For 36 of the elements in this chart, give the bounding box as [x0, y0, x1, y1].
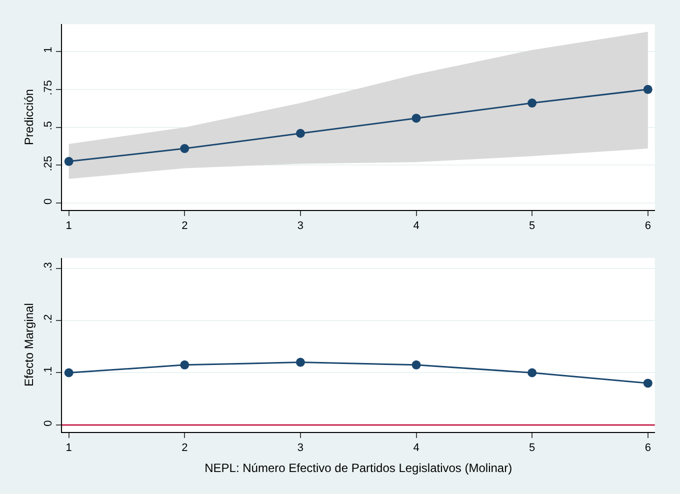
point	[180, 144, 190, 154]
y-tick-label: 0	[42, 420, 54, 426]
y-axis-title: Efecto Marginal	[22, 303, 36, 386]
y-tick-label: .1	[42, 366, 54, 376]
point	[643, 84, 652, 94]
x-tick-label: 5	[529, 220, 536, 232]
point	[412, 114, 421, 123]
x-tick-label: 1	[66, 220, 72, 232]
point	[64, 156, 74, 166]
x-tick-label: 4	[413, 442, 420, 454]
y-axis-title: Predicción	[22, 89, 36, 146]
x-tick-label: 3	[297, 442, 304, 454]
point	[412, 360, 421, 370]
x-tick-label: 2	[182, 220, 188, 232]
point	[180, 360, 190, 370]
point	[528, 368, 537, 378]
point	[296, 128, 305, 138]
x-axis-title: NEPL: Número Efectivo de Partidos Legislativos (Molinar)	[204, 460, 512, 475]
x-tick-label: 2	[182, 442, 188, 454]
y-tick-label: .25	[42, 156, 54, 172]
y-tick-label: 0	[42, 198, 54, 205]
point	[643, 378, 652, 388]
point	[296, 358, 305, 367]
x-tick-label: 1	[66, 442, 72, 454]
point	[64, 368, 74, 378]
y-tick-label: .5	[42, 121, 54, 130]
point	[528, 98, 537, 108]
y-tick-label: .75	[42, 80, 54, 96]
x-tick-label: 5	[529, 442, 536, 454]
x-tick-label: 6	[644, 220, 651, 232]
y-tick-label: .2	[42, 314, 54, 324]
x-tick-label: 3	[297, 220, 304, 232]
x-tick-label: 4	[413, 220, 420, 232]
x-tick-label: 6	[644, 442, 651, 454]
y-tick-label: .3	[42, 262, 54, 272]
y-tick-label: 1	[42, 46, 54, 53]
